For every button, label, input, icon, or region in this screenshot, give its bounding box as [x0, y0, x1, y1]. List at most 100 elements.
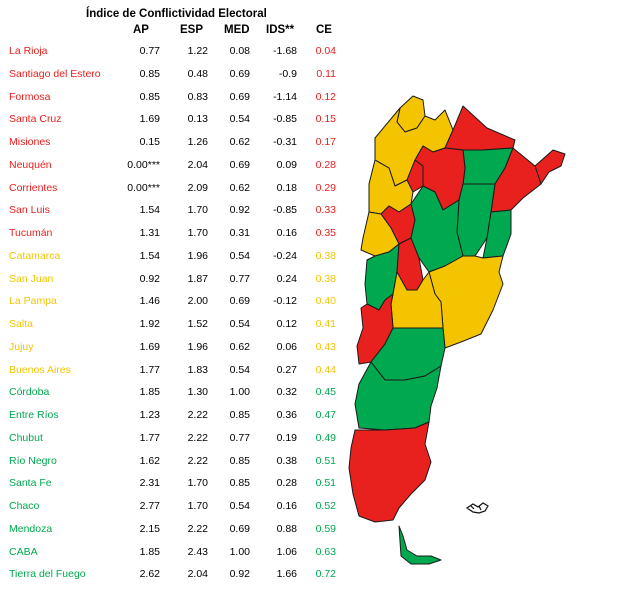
cell-med: 0.54 [229, 318, 250, 330]
cell-esp: 2.22 [187, 454, 208, 467]
cell-esp: 2.09 [187, 181, 208, 194]
province-name: Río Negro [9, 454, 57, 467]
cell-med: 0.62 [229, 181, 250, 194]
cell-med: 0.69 [229, 90, 250, 103]
province-name: CABA [9, 545, 38, 558]
cell-ce: 0.63 [315, 545, 336, 558]
cell-med: 0.62 [229, 136, 250, 148]
cell-ids: 1.66 [276, 568, 297, 581]
province-name: Corrientes [9, 181, 58, 194]
cell-med: 0.54 [229, 363, 250, 376]
cell-med: 0.85 [229, 454, 250, 467]
province-name: Buenos Aires [9, 363, 71, 376]
cell-ids: -1.68 [273, 45, 297, 57]
cell-ce: 0.45 [315, 386, 336, 399]
table-row: Entre Ríos 1.23 2.22 0.85 0.36 0.47 [0, 409, 350, 427]
cell-ce: 0.49 [315, 431, 336, 444]
province-name: Santa Cruz [9, 113, 62, 126]
cell-ce: 0.51 [315, 477, 336, 490]
cell-ce: 0.11 [316, 67, 336, 80]
cell-med: 0.69 [229, 158, 250, 171]
table-row: Catamarca 1.54 1.96 0.54 -0.24 0.38 [0, 250, 350, 268]
province-name: Mendoza [9, 522, 53, 535]
province-name: Jujuy [9, 340, 34, 353]
cell-ap: 1.23 [139, 409, 160, 421]
cell-esp: 2.00 [187, 295, 208, 308]
cell-ce: 0.52 [315, 500, 336, 512]
table-row: San Juan 0.92 1.87 0.77 0.24 0.38 [0, 273, 350, 291]
cell-med: 0.69 [229, 522, 250, 535]
cell-ce: 0.72 [315, 568, 336, 581]
cell-med: 0.85 [229, 409, 250, 421]
argentina-map [348, 95, 566, 565]
cell-med: 0.69 [229, 295, 250, 308]
cell-ap: 0.00*** [127, 158, 160, 171]
province-name: La Pampa [9, 295, 57, 308]
cell-ap: 2.77 [139, 500, 160, 512]
province-name: Misiones [9, 136, 51, 148]
cell-med: 0.31 [229, 227, 250, 239]
cell-ap: 0.77 [139, 45, 160, 57]
cell-ap: 1.77 [139, 431, 160, 444]
table-row: Santa Fe 2.31 1.70 0.85 0.28 0.51 [0, 477, 350, 495]
cell-ids: 1.06 [276, 545, 297, 558]
cell-ids: -1.14 [273, 90, 297, 103]
cell-esp: 1.70 [187, 204, 208, 217]
table-row: Corrientes 0.00*** 2.09 0.62 0.18 0.29 [0, 182, 350, 200]
cell-ce: 0.04 [315, 45, 336, 57]
cell-ids: 0.12 [276, 318, 297, 330]
cell-med: 0.69 [229, 67, 250, 80]
province-name: Santiago del Estero [9, 67, 101, 80]
cell-ids: 0.32 [276, 386, 297, 399]
cell-ap: 1.69 [139, 113, 160, 126]
col-header-ids: IDS** [266, 24, 295, 36]
province-name: San Juan [9, 272, 54, 285]
cell-ids: 0.27 [276, 363, 297, 376]
province-chubut [354, 361, 442, 431]
table-row: Chubut 1.77 2.22 0.77 0.19 0.49 [0, 432, 350, 450]
cell-ce: 0.38 [315, 272, 336, 285]
cell-med: 0.92 [229, 204, 250, 217]
table-row: Córdoba 1.85 1.30 1.00 0.32 0.45 [0, 386, 350, 404]
cell-esp: 2.22 [187, 409, 208, 421]
cell-ap: 1.92 [139, 318, 160, 330]
table-row: Misiones 0.15 1.26 0.62 -0.31 0.17 [0, 136, 350, 154]
table-row: Formosa 0.85 0.83 0.69 -1.14 0.12 [0, 91, 350, 109]
province-formosa [444, 105, 516, 151]
table-row: CABA 1.85 2.43 1.00 1.06 0.63 [0, 546, 350, 564]
cell-ce: 0.43 [315, 340, 336, 353]
cell-ce: 0.29 [315, 181, 336, 194]
province-name: La Rioja [9, 45, 48, 57]
cell-ids: 0.38 [276, 454, 297, 467]
table-row: La Rioja 0.77 1.22 0.08 -1.68 0.04 [0, 45, 350, 63]
cell-med: 0.54 [229, 249, 250, 262]
table-row: Río Negro 1.62 2.22 0.85 0.38 0.51 [0, 455, 350, 473]
table-row: Buenos Aires 1.77 1.83 0.54 0.27 0.44 [0, 364, 350, 382]
cell-ce: 0.28 [315, 158, 336, 171]
cell-ce: 0.40 [315, 295, 336, 308]
cell-ce: 0.17 [315, 136, 336, 148]
table-row: Neuquén 0.00*** 2.04 0.69 0.09 0.28 [0, 159, 350, 177]
cell-ap: 1.46 [139, 295, 160, 308]
cell-ce: 0.35 [315, 227, 336, 239]
cell-esp: 2.22 [187, 431, 208, 444]
cell-esp: 1.70 [187, 227, 208, 239]
cell-ce: 0.44 [315, 363, 336, 376]
cell-esp: 1.96 [187, 340, 208, 353]
cell-ids: 0.19 [276, 431, 297, 444]
cell-med: 0.85 [229, 477, 250, 490]
cell-ap: 2.15 [139, 522, 160, 535]
cell-ids: 0.16 [276, 227, 297, 239]
cell-ce: 0.47 [315, 409, 336, 421]
table-row: Santiago del Estero 0.85 0.48 0.69 -0.9 0.11 [0, 68, 350, 86]
cell-ap: 1.54 [139, 249, 160, 262]
cell-ids: 0.24 [276, 272, 297, 285]
cell-ids: -0.24 [273, 249, 297, 262]
cell-ce: 0.38 [315, 249, 336, 262]
cell-esp: 1.30 [187, 386, 208, 399]
cell-med: 0.54 [229, 500, 250, 512]
province-name: Formosa [9, 90, 51, 103]
cell-ids: -0.12 [273, 295, 297, 308]
province-name: Santa Fe [9, 477, 52, 490]
cell-ap: 0.92 [139, 272, 160, 285]
